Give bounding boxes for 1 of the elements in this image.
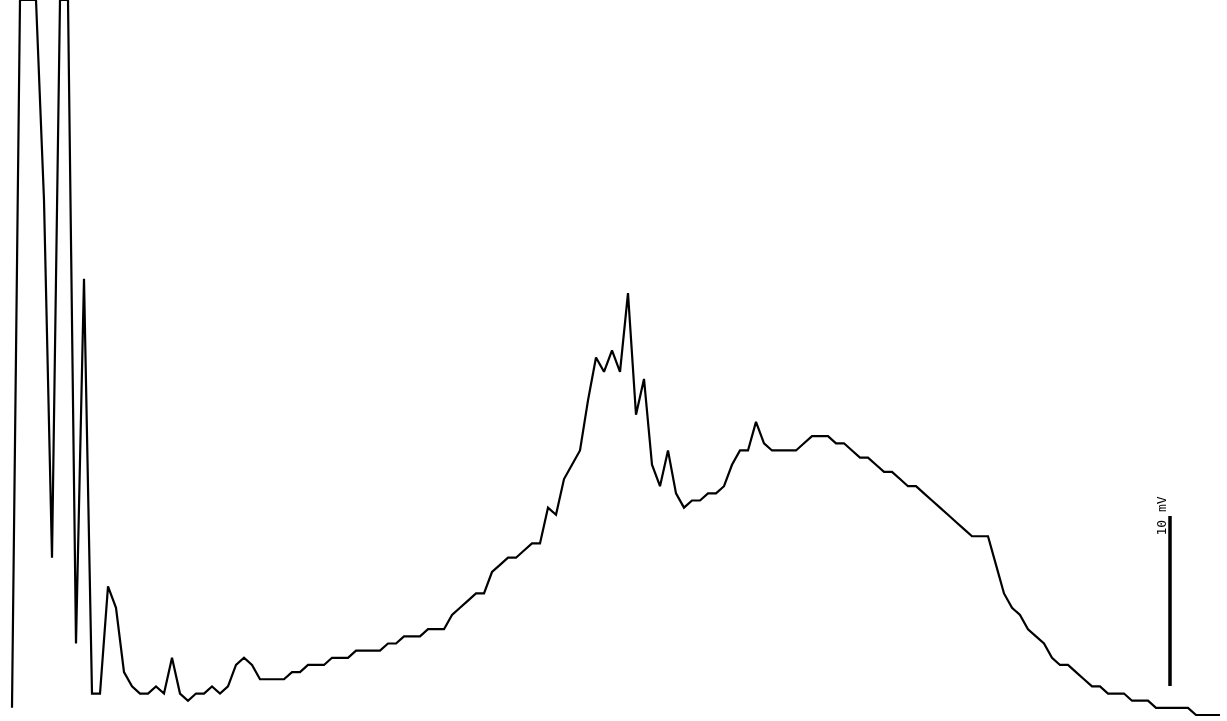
- annotation: 10 mV: [1153, 496, 1169, 536]
